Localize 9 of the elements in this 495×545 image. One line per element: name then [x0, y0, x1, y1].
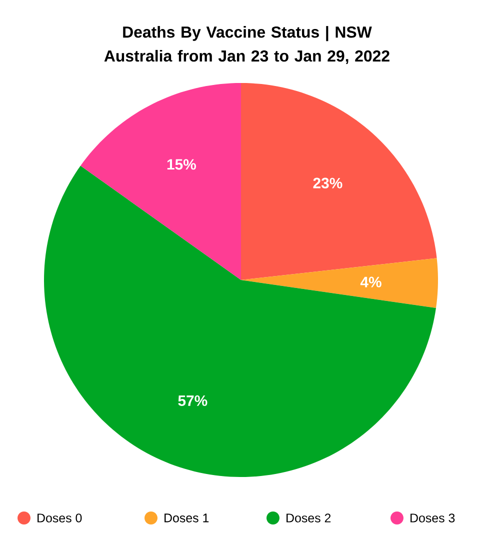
chart-title: Deaths By Vaccine Status | NSW Australia from Jan 23 to Jan 29, 2022: [104, 26, 390, 64]
data-label: 4%: [360, 276, 382, 288]
legend-label: Doses 2: [286, 514, 331, 522]
legend-label: Doses 3: [410, 514, 455, 522]
data-label: 57%: [178, 395, 208, 406]
legend-label: Doses 1: [164, 514, 209, 522]
legend-label: Doses 0: [38, 514, 82, 522]
data-label: 23%: [313, 178, 342, 188]
data-label: 15%: [167, 159, 196, 170]
